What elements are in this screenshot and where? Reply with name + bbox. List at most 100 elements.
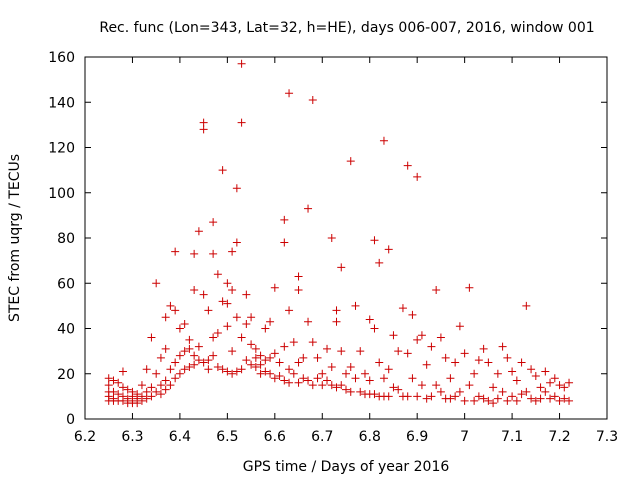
data-point <box>251 353 260 362</box>
data-point <box>308 95 317 104</box>
data-point <box>531 396 540 405</box>
data-point <box>327 362 336 371</box>
data-point <box>527 394 536 403</box>
data-point <box>190 360 199 369</box>
data-point <box>161 376 170 385</box>
data-point <box>484 358 493 367</box>
data-point <box>247 340 256 349</box>
data-point <box>261 356 270 365</box>
data-point <box>541 367 550 376</box>
data-point <box>417 381 426 390</box>
x-tick-label: 6.2 <box>74 429 96 445</box>
x-tick-label: 7 <box>460 429 469 445</box>
data-point <box>546 378 555 387</box>
data-point <box>247 313 256 322</box>
data-point <box>323 376 332 385</box>
data-point <box>166 381 175 390</box>
data-point <box>484 396 493 405</box>
data-point <box>299 353 308 362</box>
data-point <box>289 369 298 378</box>
data-point <box>342 369 350 378</box>
y-tick-label: 160 <box>48 50 75 66</box>
data-point <box>489 383 498 392</box>
data-point <box>432 381 441 390</box>
data-point <box>251 362 260 371</box>
data-point <box>508 392 517 401</box>
data-point <box>180 347 189 356</box>
data-point <box>237 333 246 342</box>
data-point <box>313 353 322 362</box>
data-point <box>479 394 488 403</box>
data-point <box>152 279 161 288</box>
data-point <box>209 351 218 360</box>
data-point <box>517 358 526 367</box>
data-point <box>190 351 199 360</box>
x-tick-label: 7.2 <box>548 429 570 445</box>
data-point <box>266 369 275 378</box>
data-point <box>285 378 294 387</box>
data-point <box>142 365 151 374</box>
data-point <box>408 310 417 319</box>
data-point <box>308 338 317 347</box>
y-tick-label: 100 <box>48 186 75 202</box>
data-point <box>223 367 232 376</box>
data-point <box>228 369 237 378</box>
data-point <box>204 356 213 365</box>
data-point <box>185 335 194 344</box>
data-point <box>152 387 161 396</box>
data-point <box>275 372 284 381</box>
data-point <box>498 387 507 396</box>
data-point <box>318 369 327 378</box>
data-point <box>280 342 289 351</box>
data-point <box>512 376 521 385</box>
data-point <box>294 378 303 387</box>
data-point <box>332 306 341 315</box>
data-point <box>137 381 146 390</box>
data-point <box>365 376 374 385</box>
data-point <box>308 381 317 390</box>
data-point <box>394 347 403 356</box>
data-point <box>403 392 412 401</box>
data-point <box>470 396 479 405</box>
data-point <box>451 392 460 401</box>
data-point <box>304 317 313 326</box>
data-point <box>285 89 294 98</box>
data-point <box>285 365 294 374</box>
data-point <box>503 353 512 362</box>
data-point <box>555 381 564 390</box>
data-point <box>109 376 118 385</box>
data-point <box>161 344 170 353</box>
data-point <box>161 385 170 394</box>
y-tick-label: 140 <box>48 95 75 111</box>
data-point <box>166 301 175 310</box>
data-point <box>375 358 384 367</box>
data-point <box>541 387 550 396</box>
data-point <box>351 301 360 310</box>
data-point <box>370 236 379 245</box>
data-point <box>275 358 284 367</box>
data-point <box>142 387 151 396</box>
data-point <box>527 365 536 374</box>
data-point <box>360 369 369 378</box>
data-point <box>560 394 569 403</box>
y-tick-label: 0 <box>66 412 75 428</box>
data-point <box>175 324 184 333</box>
data-point <box>147 383 156 392</box>
data-point <box>171 306 180 315</box>
data-point <box>228 347 237 356</box>
data-point <box>270 374 279 383</box>
data-point <box>417 331 426 340</box>
data-point <box>503 396 512 405</box>
x-tick-label: 7.1 <box>501 429 523 445</box>
data-point <box>493 369 502 378</box>
data-point <box>356 347 365 356</box>
data-point <box>489 399 498 408</box>
data-point <box>346 387 355 396</box>
data-point <box>337 263 346 272</box>
data-point <box>394 385 403 394</box>
data-point <box>232 238 241 247</box>
data-point <box>166 365 175 374</box>
data-point <box>460 396 469 405</box>
data-point <box>304 204 313 213</box>
